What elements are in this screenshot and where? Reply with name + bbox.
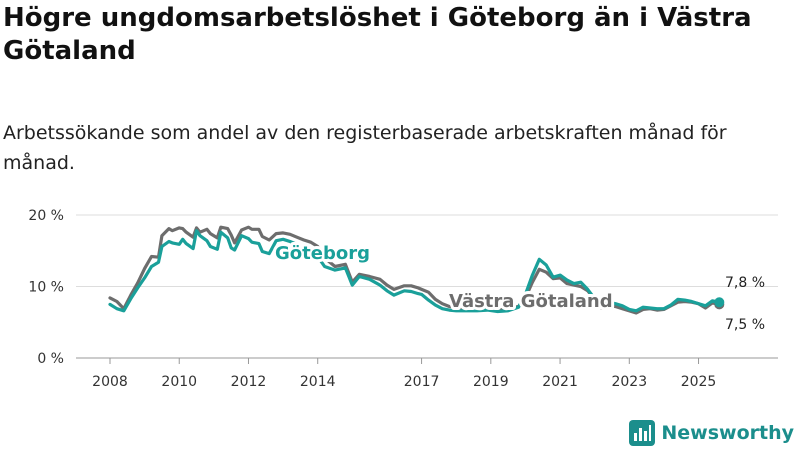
series-label-goteborg-halo: Göteborg: [275, 243, 370, 264]
series-line-vastra-gotaland: [108, 225, 721, 315]
end-label-goteborg: 7,8 %: [725, 275, 765, 291]
y-tick-label: 0 %: [37, 351, 64, 367]
y-tick-label: 20 %: [28, 208, 64, 224]
end-point-goteborg: [714, 297, 725, 308]
line-chart: 0 % 10 % 20 % 2008 2010 2012 2014 2017 2019 2021 2…: [28, 208, 778, 390]
series-line-goteborg: [108, 229, 721, 314]
x-tick-label: 2019: [473, 374, 509, 390]
x-tick-label: 2010: [161, 374, 197, 390]
x-tick-label: 2014: [300, 374, 336, 390]
newsworthy-logo: Newsworthy: [629, 420, 794, 446]
x-tick-label: 2025: [681, 374, 717, 390]
series-label-goteborg: Göteborg: [275, 243, 370, 264]
series-label-vastra-gotaland: Västra Götaland: [449, 291, 613, 312]
series-label-vastra-gotaland-halo: Västra Götaland: [449, 291, 613, 312]
chart-title: Högre ungdomsarbetslöshet i Göteborg än …: [3, 3, 752, 66]
x-tick-label: 2021: [542, 374, 578, 390]
y-tick-label: 10 %: [28, 280, 64, 296]
x-tick-label: 2017: [404, 374, 440, 390]
end-label-vastra-gotaland: 7,5 %: [725, 317, 765, 333]
logo-text: Newsworthy: [661, 422, 794, 444]
x-tick-label: 2008: [92, 374, 128, 390]
bar-chart-icon: [629, 420, 656, 446]
chart-subtitle: Arbetssökande som andel av den registerb…: [3, 122, 727, 174]
x-tick-label: 2023: [611, 374, 647, 390]
x-tick-label: 2012: [231, 374, 267, 390]
